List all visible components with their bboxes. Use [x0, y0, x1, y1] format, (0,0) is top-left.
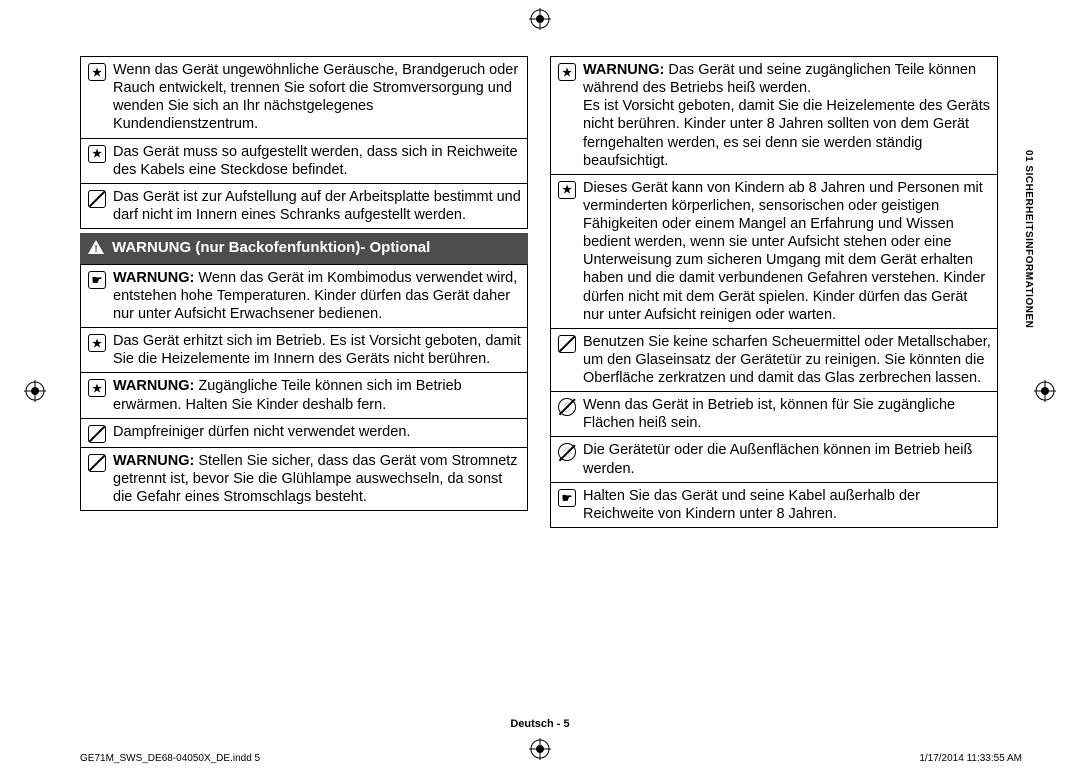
right-column: WARNUNG: Das Gerät und seine zugängliche… [550, 56, 998, 532]
star-icon [88, 145, 106, 163]
safety-row: WARNUNG: Das Gerät und seine zugängliche… [551, 57, 997, 174]
safety-row: Das Gerät ist zur Aufstellung auf der Ar… [81, 183, 527, 228]
prohibit-icon [88, 454, 106, 472]
side-tab-label: 01 SICHERHEITSINFORMATIONEN [1023, 150, 1034, 328]
footer-timestamp: 1/17/2014 11:33:55 AM [919, 753, 1022, 764]
no-touch-icon [558, 443, 576, 461]
safety-row: Dieses Gerät kann von Kindern ab 8 Jahre… [551, 174, 997, 328]
registration-mark-top [529, 8, 551, 30]
safety-row: WARNUNG: Wenn das Gerät im Kombimodus ve… [81, 265, 527, 327]
no-touch-icon [558, 398, 576, 416]
page-content: Wenn das Gerät ungewöhnliche Geräusche, … [80, 56, 1000, 716]
safety-row: Benutzen Sie keine scharfen Scheuermitte… [551, 328, 997, 391]
safety-row: Wenn das Gerät in Betrieb ist, können fü… [551, 391, 997, 436]
registration-mark-right [1034, 380, 1056, 402]
arrow-icon [88, 271, 106, 289]
star-icon [558, 181, 576, 199]
safety-row: Wenn das Gerät ungewöhnliche Geräusche, … [81, 57, 527, 138]
safety-row: Die Gerätetür oder die Außenflächen könn… [551, 436, 997, 481]
safety-row: Halten Sie das Gerät und seine Kabel auß… [551, 482, 997, 527]
star-icon [558, 63, 576, 81]
section-header-text: WARNUNG (nur Backofenfunktion)- Optional [112, 239, 430, 258]
star-icon [88, 334, 106, 352]
safety-text: Wenn das Gerät in Betrieb ist, können fü… [579, 396, 991, 432]
footer-filename: GE71M_SWS_DE68-04050X_DE.indd 5 [80, 753, 260, 764]
arrow-icon [558, 489, 576, 507]
safety-row: Dampfreiniger dürfen nicht verwendet wer… [81, 418, 527, 447]
svg-text:!: ! [94, 244, 97, 254]
left-block-2: WARNUNG: Wenn das Gerät im Kombimodus ve… [80, 264, 528, 511]
safety-text: WARNUNG: Zugängliche Teile können sich i… [109, 377, 521, 413]
safety-text: WARNUNG: Stellen Sie sicher, dass das Ge… [109, 452, 521, 506]
safety-row: WARNUNG: Zugängliche Teile können sich i… [81, 372, 527, 417]
safety-text: Das Gerät erhitzt sich im Betrieb. Es is… [109, 332, 521, 368]
safety-text: Die Gerätetür oder die Außenflächen könn… [579, 441, 991, 477]
star-icon [88, 379, 106, 397]
safety-text: Halten Sie das Gerät und seine Kabel auß… [579, 487, 991, 523]
safety-text: Das Gerät ist zur Aufstellung auf der Ar… [109, 188, 521, 224]
prohibit-icon [88, 425, 106, 443]
safety-text: Dampfreiniger dürfen nicht verwendet wer… [109, 423, 521, 441]
prohibit-icon [88, 190, 106, 208]
footer-center: Deutsch - 5 [0, 718, 1080, 730]
section-header-warnung: ! WARNUNG (nur Backofenfunktion)- Option… [80, 233, 528, 264]
left-column: Wenn das Gerät ungewöhnliche Geräusche, … [80, 56, 528, 532]
right-block-1: WARNUNG: Das Gerät und seine zugängliche… [550, 56, 998, 528]
safety-text: Benutzen Sie keine scharfen Scheuermitte… [579, 333, 991, 387]
warning-triangle-icon: ! [88, 240, 104, 254]
safety-text: Dieses Gerät kann von Kindern ab 8 Jahre… [579, 179, 991, 324]
star-icon [88, 63, 106, 81]
safety-text: WARNUNG: Das Gerät und seine zugängliche… [579, 61, 991, 170]
safety-row: WARNUNG: Stellen Sie sicher, dass das Ge… [81, 447, 527, 510]
left-block-1: Wenn das Gerät ungewöhnliche Geräusche, … [80, 56, 528, 229]
safety-row: Das Gerät erhitzt sich im Betrieb. Es is… [81, 327, 527, 372]
registration-mark-bottom [529, 738, 551, 760]
prohibit-icon [558, 335, 576, 353]
safety-text: Wenn das Gerät ungewöhnliche Geräusche, … [109, 61, 521, 134]
safety-text: WARNUNG: Wenn das Gerät im Kombimodus ve… [109, 269, 521, 323]
registration-mark-left [24, 380, 46, 402]
safety-row: Das Gerät muss so aufgestellt werden, da… [81, 138, 527, 183]
safety-text: Das Gerät muss so aufgestellt werden, da… [109, 143, 521, 179]
